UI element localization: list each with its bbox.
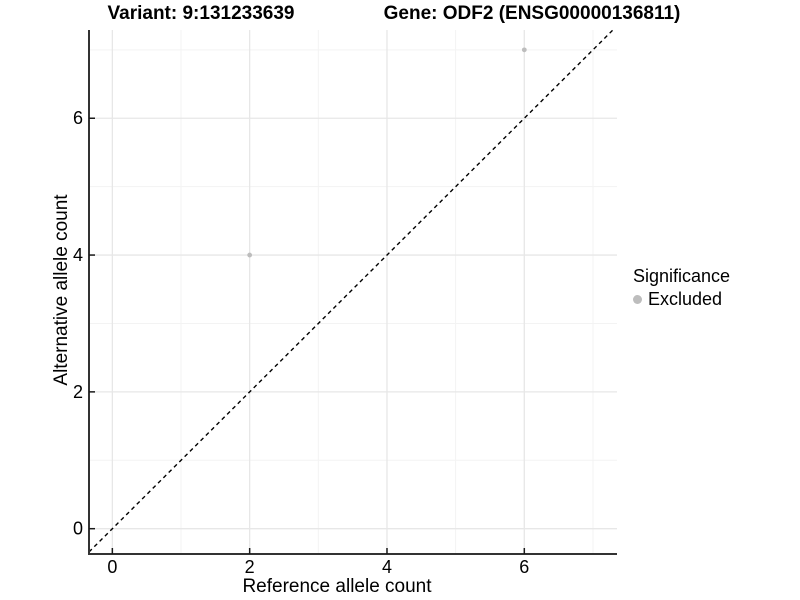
x-tick-label: 2 <box>245 557 255 577</box>
x-tick-label: 6 <box>519 557 529 577</box>
legend-item-excluded: Excluded <box>631 289 730 310</box>
identity-reference-line <box>88 29 614 553</box>
x-axis-title: Reference allele count <box>242 576 432 597</box>
x-tick-label: 0 <box>107 557 117 577</box>
excluded-point-icon <box>633 295 642 304</box>
y-tick-label: 6 <box>73 108 83 128</box>
x-tick-label: 4 <box>382 557 392 577</box>
y-tick-label: 2 <box>73 382 83 402</box>
legend-item-label: Excluded <box>648 289 723 309</box>
y-tick-label: 4 <box>73 245 83 265</box>
legend-title: Significance <box>633 266 731 286</box>
y-axis-title: Alternative allele count <box>51 194 72 386</box>
legend: Significance Excluded <box>631 266 730 310</box>
data-point <box>521 47 527 53</box>
variant-title: Variant: 9:131233639 <box>107 3 295 24</box>
y-tick-label: 0 <box>73 519 83 539</box>
data-point <box>247 252 253 258</box>
gene-title: Gene: ODF2 (ENSG00000136811) <box>383 3 681 24</box>
